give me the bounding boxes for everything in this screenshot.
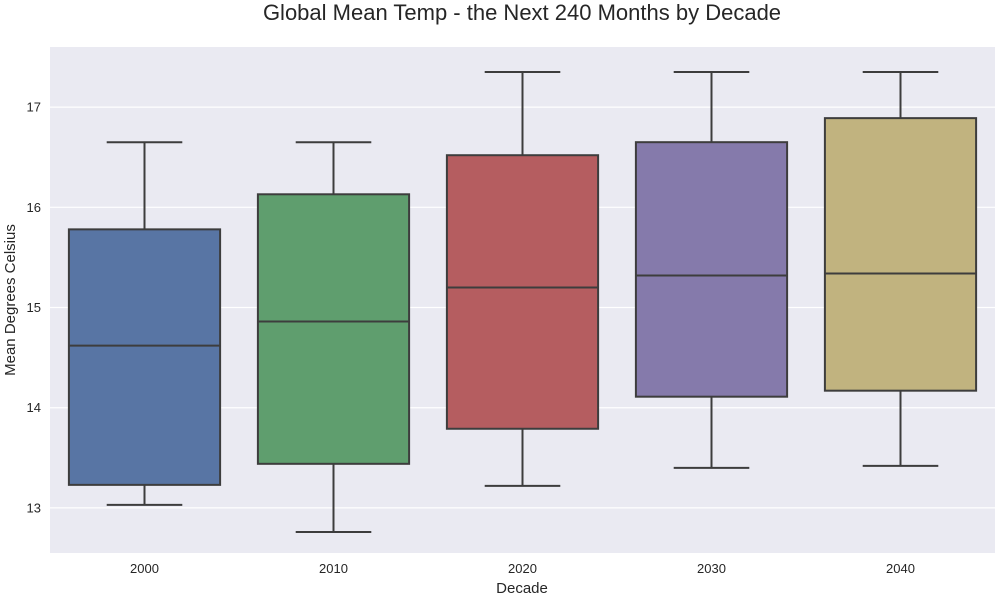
interquartile-box: [67, 228, 222, 486]
box-2010: [256, 141, 411, 533]
box-2020: [445, 71, 600, 487]
x-tick-label: 2010: [319, 561, 348, 576]
x-tick-label: 2000: [130, 561, 159, 576]
interquartile-box: [634, 141, 789, 398]
y-axis-ticks: 13 14 15 16 17: [27, 100, 41, 516]
y-axis-label: Mean Degrees Celsius: [2, 224, 19, 376]
interquartile-box: [445, 154, 600, 430]
x-tick-label: 2020: [508, 561, 537, 576]
y-tick-label: 14: [27, 400, 41, 415]
interquartile-box: [823, 117, 978, 392]
x-axis-ticks: 2000 2010 2020 2030 2040: [130, 561, 915, 576]
box-2000: [67, 141, 222, 506]
x-tick-label: 2030: [697, 561, 726, 576]
x-axis-label: Decade: [496, 580, 548, 597]
y-tick-label: 17: [27, 100, 41, 115]
box-2040: [823, 71, 978, 467]
x-tick-label: 2040: [886, 561, 915, 576]
y-tick-label: 15: [27, 300, 41, 315]
y-tick-label: 16: [27, 200, 41, 215]
y-tick-label: 13: [27, 500, 41, 515]
interquartile-box: [256, 193, 411, 465]
box-2030: [634, 71, 789, 469]
chart-title: Global Mean Temp - the Next 240 Months b…: [263, 0, 781, 25]
boxes: [67, 71, 978, 533]
